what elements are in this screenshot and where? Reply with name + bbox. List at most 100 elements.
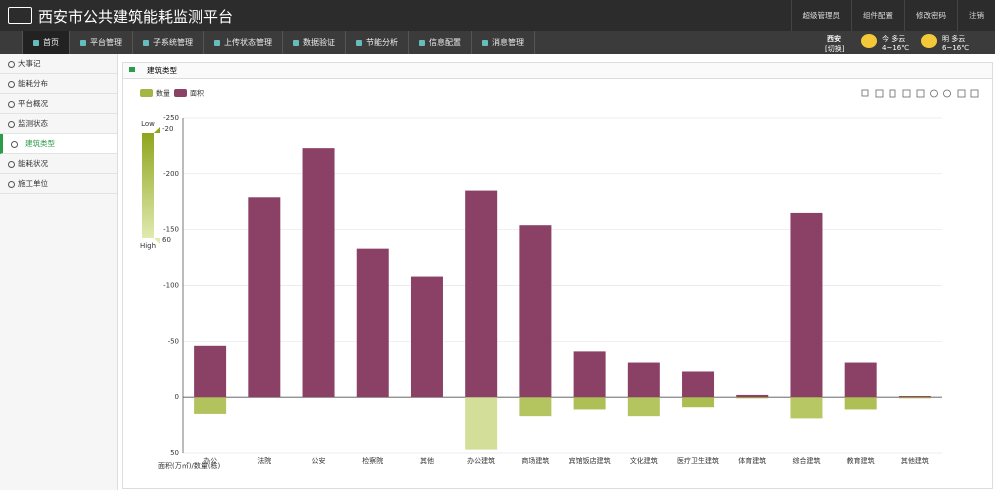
nav-item[interactable]: 子系统管理: [133, 31, 204, 54]
bar: [736, 394, 769, 398]
today: 今 多云: [882, 35, 906, 43]
sidebar-item[interactable]: 大事记: [0, 54, 117, 74]
sidebar-item[interactable]: 能耗分布: [0, 74, 117, 94]
bar: [410, 276, 443, 398]
menu-toggle[interactable]: [0, 31, 23, 54]
nav-item[interactable]: 消息管理: [472, 31, 535, 54]
x-tick-label: 教育建筑: [847, 456, 875, 465]
nav-item[interactable]: 首页: [23, 31, 70, 54]
x-tick-label: 宾馆饭店建筑: [569, 456, 611, 465]
sidebar: 大事记 能耗分布 平台概况 监测状态 建筑类型 能耗状况 施工单位: [0, 54, 118, 490]
x-tick-label: 医疗卫生建筑: [677, 456, 719, 465]
nav-item[interactable]: 信息配置: [409, 31, 472, 54]
bar: [736, 397, 769, 399]
bar: [682, 371, 715, 398]
city-switch[interactable]: [切换]: [825, 45, 845, 53]
x-tick-label: 办公: [203, 456, 217, 465]
y-tick-label: 50: [170, 449, 179, 457]
x-tick-label: 办公建筑: [467, 456, 495, 465]
bar: [898, 397, 931, 399]
visual-map-high: High: [140, 242, 156, 250]
sidebar-item[interactable]: 监测状态: [0, 114, 117, 134]
city: 西安: [827, 35, 841, 43]
y-tick-label: -100: [163, 282, 179, 290]
tomorrow-temp: 6~16℃: [942, 44, 970, 52]
bar: [573, 351, 606, 398]
header-action[interactable]: 组件配置: [851, 0, 904, 31]
nav-item[interactable]: 平台管理: [70, 31, 133, 54]
visual-map-bar: [142, 133, 154, 238]
bar: [573, 397, 606, 410]
nav-label[interactable]: 节能分析: [366, 38, 398, 47]
bar: [898, 396, 931, 398]
visual-map-handle: [154, 127, 160, 133]
x-tick-label: 其他建筑: [901, 456, 929, 465]
legend-swatch: [140, 89, 153, 97]
y-tick-label: -50: [168, 337, 179, 345]
bar: [627, 362, 660, 398]
bar: [844, 397, 877, 410]
bar: [627, 397, 660, 417]
header-action[interactable]: 修改密码: [904, 0, 957, 31]
x-tick-label: 商场建筑: [521, 456, 549, 465]
header-action[interactable]: 注销: [957, 0, 995, 31]
y-tick-label: -250: [163, 114, 179, 122]
bar: [465, 190, 498, 398]
logo: [8, 7, 32, 24]
nav-label[interactable]: 平台管理: [90, 38, 122, 47]
y-tick-label: -150: [163, 226, 179, 234]
visual-map-low: Low: [141, 120, 155, 128]
sidebar-item[interactable]: 能耗状况: [0, 154, 117, 174]
header: 西安市公共建筑能耗监测平台 超级管理员 组件配置 修改密码 注销: [0, 0, 995, 31]
x-tick-label: 公安: [312, 456, 326, 465]
x-tick-label: 体育建筑: [738, 456, 766, 465]
legend-swatch: [174, 89, 187, 97]
visual-map-min: -20: [162, 125, 173, 133]
tomorrow: 明 多云: [942, 35, 966, 43]
nav-item[interactable]: 数据验证: [283, 31, 346, 54]
y-tick-label: 0: [175, 393, 179, 401]
bar: [465, 397, 498, 450]
axis-name: 面积(万㎡)/数量(栋): [158, 461, 221, 470]
bar: [844, 362, 877, 398]
bar: [790, 212, 823, 398]
nav-label[interactable]: 信息配置: [429, 38, 461, 47]
nav-label[interactable]: 数据验证: [303, 38, 335, 47]
nav-label[interactable]: 消息管理: [492, 38, 524, 47]
nav-bar: 首页 平台管理 子系统管理 上传状态管理 数据验证 节能分析 信息配置 消息管理: [0, 31, 995, 54]
header-action[interactable]: 超级管理员: [790, 0, 852, 31]
toolbox[interactable]: [861, 89, 979, 98]
sidebar-item[interactable]: 建筑类型: [0, 134, 117, 154]
x-tick-label: 其他: [420, 456, 434, 465]
bar: [194, 345, 227, 398]
sidebar-item[interactable]: 平台概况: [0, 94, 117, 114]
bar: [356, 248, 389, 398]
x-tick-label: 法院: [257, 456, 271, 465]
nav-label[interactable]: 上传状态管理: [224, 38, 272, 47]
bar: [682, 397, 715, 408]
app-title: 西安市公共建筑能耗监测平台: [38, 8, 234, 26]
nav-item[interactable]: 上传状态管理: [204, 31, 283, 54]
x-tick-label: 文化建筑: [630, 456, 658, 465]
panel-title: 建筑类型: [123, 63, 992, 79]
panel-icon: [129, 67, 135, 72]
x-tick-label: 检察院: [362, 456, 383, 465]
nav-item[interactable]: 节能分析: [346, 31, 409, 54]
nav-label[interactable]: 首页: [43, 38, 59, 47]
nav-label[interactable]: 子系统管理: [153, 38, 193, 47]
today-temp: 4~16℃: [882, 44, 910, 52]
bar: [248, 197, 281, 398]
bar: [519, 225, 552, 398]
x-tick-label: 综合建筑: [792, 456, 820, 465]
bar: [302, 148, 335, 398]
header-actions: 超级管理员 组件配置 修改密码 注销: [790, 0, 995, 31]
legend-label: 面积: [190, 89, 204, 98]
y-tick-label: -200: [163, 170, 179, 178]
bar: [194, 397, 227, 414]
bar: [519, 397, 552, 417]
visual-map-handle: [154, 238, 160, 244]
legend-label: 数量: [156, 89, 170, 98]
sidebar-item[interactable]: 施工单位: [0, 174, 117, 194]
